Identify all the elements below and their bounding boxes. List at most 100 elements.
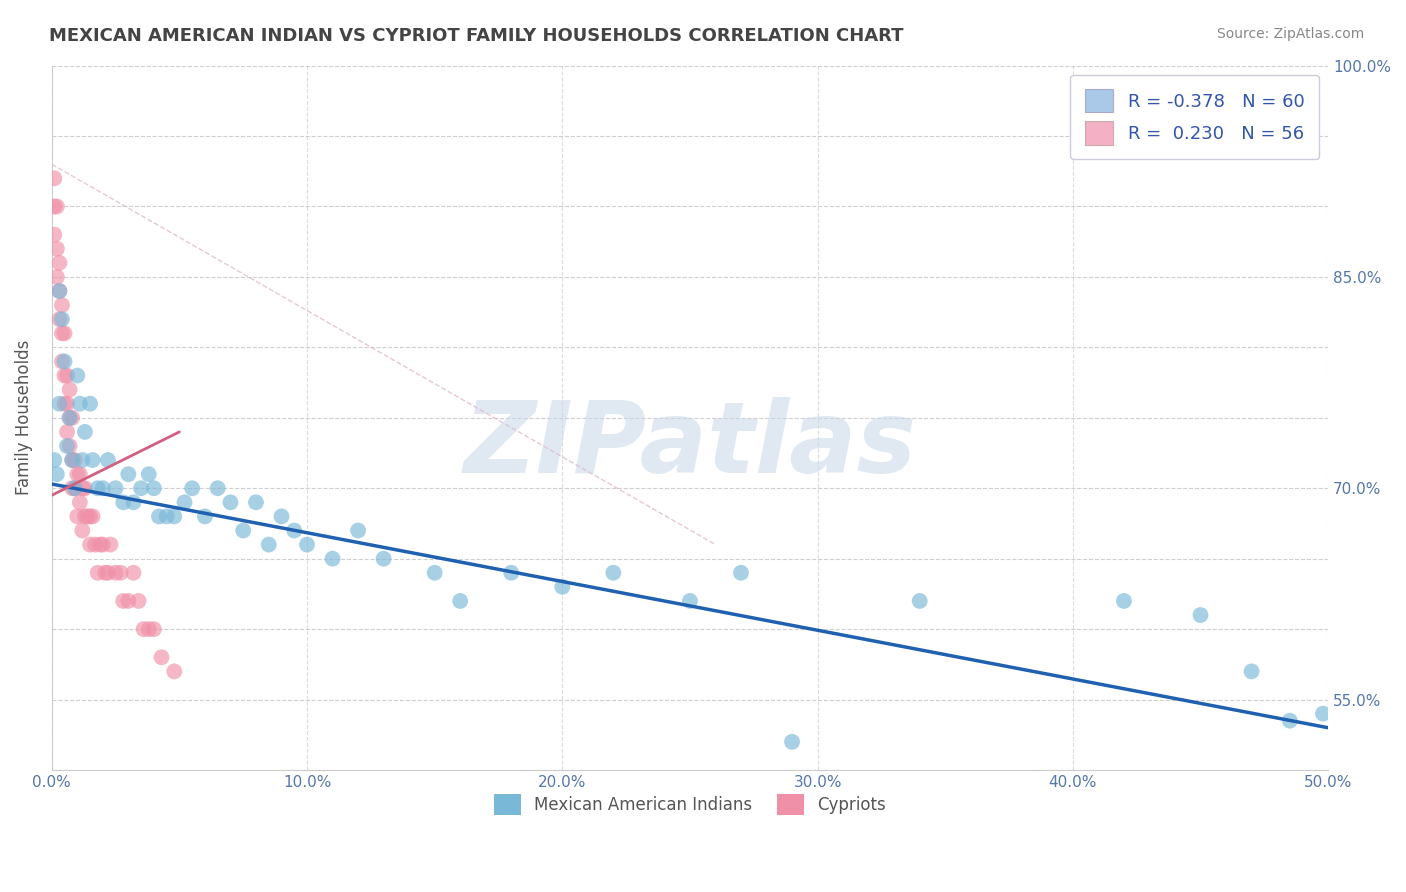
Point [181, 481, 204, 495]
Point [72, 481, 94, 495]
Point [908, 594, 931, 608]
Point [832, 777, 855, 791]
Point [1189, 607, 1212, 622]
Point [780, 735, 803, 749]
Point [104, 566, 127, 580]
Point [132, 622, 155, 636]
Point [45, 242, 67, 256]
Point [730, 566, 752, 580]
Point [423, 566, 446, 580]
Point [156, 509, 179, 524]
Point [84, 538, 107, 552]
Point [44, 199, 66, 213]
Point [59, 439, 82, 453]
Point [283, 524, 305, 538]
Point [117, 467, 139, 482]
Point [56, 368, 79, 383]
Point [48, 284, 70, 298]
Point [59, 410, 82, 425]
Point [257, 538, 280, 552]
Point [66, 509, 89, 524]
Point [48, 284, 70, 298]
Point [1112, 594, 1135, 608]
Point [48, 397, 70, 411]
Point [73, 481, 96, 495]
Point [51, 326, 73, 341]
Point [44, 227, 66, 242]
Point [60, 410, 83, 425]
Point [219, 495, 242, 509]
Point [86, 566, 108, 580]
Point [232, 524, 254, 538]
Point [551, 580, 574, 594]
Point [53, 326, 76, 341]
Point [322, 551, 344, 566]
Point [449, 594, 471, 608]
Point [69, 397, 91, 411]
Point [51, 312, 73, 326]
Point [48, 312, 70, 326]
Point [245, 495, 267, 509]
Point [89, 538, 111, 552]
Point [59, 383, 82, 397]
Point [53, 397, 76, 411]
Point [82, 509, 104, 524]
Point [142, 481, 165, 495]
Point [45, 467, 67, 482]
Point [51, 298, 73, 312]
Point [194, 509, 217, 524]
Point [112, 594, 135, 608]
Point [148, 509, 170, 524]
Point [66, 368, 89, 383]
Point [122, 566, 145, 580]
Point [173, 495, 195, 509]
Point [79, 397, 101, 411]
Point [45, 199, 67, 213]
Point [117, 594, 139, 608]
Point [56, 439, 79, 453]
Point [1240, 665, 1263, 679]
Point [347, 524, 370, 538]
Point [63, 481, 86, 495]
Point [79, 538, 101, 552]
Point [44, 171, 66, 186]
Point [150, 650, 173, 665]
Point [138, 622, 160, 636]
Point [53, 368, 76, 383]
Point [104, 481, 127, 495]
Point [163, 509, 186, 524]
Point [207, 481, 229, 495]
Point [142, 622, 165, 636]
Point [602, 566, 624, 580]
Y-axis label: Family Households: Family Households [15, 340, 32, 495]
Point [69, 467, 91, 482]
Point [501, 566, 523, 580]
Point [270, 509, 292, 524]
Point [138, 467, 160, 482]
Point [128, 594, 150, 608]
Point [48, 256, 70, 270]
Point [100, 538, 122, 552]
Legend: Mexican American Indians, Cypriots: Mexican American Indians, Cypriots [484, 784, 896, 825]
Point [63, 453, 86, 467]
Point [110, 566, 132, 580]
Point [959, 805, 981, 820]
Point [122, 495, 145, 509]
Point [1278, 714, 1301, 728]
Point [45, 269, 67, 284]
Point [69, 495, 91, 509]
Point [59, 410, 82, 425]
Point [1312, 706, 1334, 721]
Point [63, 481, 86, 495]
Point [679, 594, 702, 608]
Point [73, 425, 96, 439]
Point [97, 453, 120, 467]
Point [295, 538, 318, 552]
Point [51, 354, 73, 368]
Text: ZIPatlas: ZIPatlas [464, 398, 917, 494]
Point [56, 425, 79, 439]
Point [91, 538, 114, 552]
Point [91, 481, 114, 495]
Point [373, 551, 395, 566]
Point [97, 566, 120, 580]
